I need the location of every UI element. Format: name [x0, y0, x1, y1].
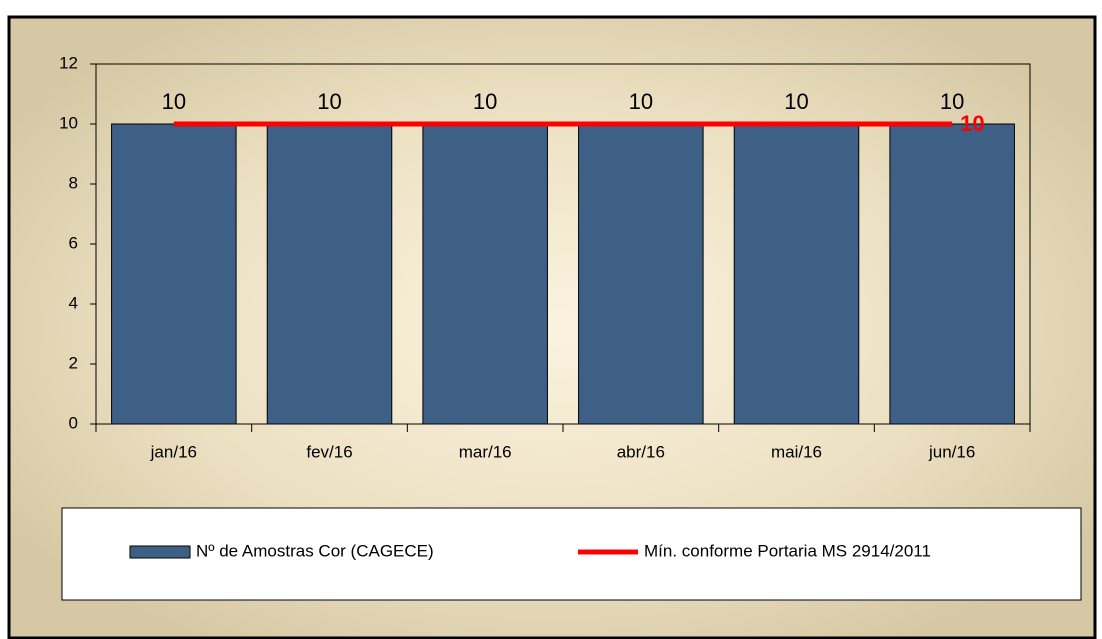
bar-value-label: 10: [473, 89, 497, 114]
y-tick-label: 0: [69, 413, 78, 432]
bar: [266, 123, 393, 425]
line-value-label: 10: [960, 111, 984, 136]
x-tick-label: mar/16: [459, 442, 512, 461]
bar: [733, 123, 860, 425]
legend-label: Nº de Amostras Cor (CAGECE): [196, 541, 434, 560]
x-tick-label: fev/16: [306, 442, 352, 461]
bar-value-label: 10: [317, 89, 341, 114]
y-tick-label: 12: [59, 53, 78, 72]
legend-box: [61, 507, 1082, 601]
x-tick-label: abr/16: [617, 442, 665, 461]
x-tick-label: jun/16: [928, 442, 975, 461]
x-tick-label: mai/16: [771, 442, 822, 461]
y-tick-label: 6: [69, 233, 78, 252]
bar: [889, 123, 1015, 425]
y-tick-label: 4: [69, 293, 78, 312]
bar-value-label: 10: [784, 89, 808, 114]
bar: [578, 123, 704, 425]
x-tick-label: jan/16: [150, 442, 197, 461]
y-tick-label: 8: [69, 173, 78, 192]
bar: [422, 123, 548, 425]
legend-swatch: [129, 545, 191, 559]
bar-value-label: 10: [940, 89, 964, 114]
bar: [111, 123, 237, 425]
bar-value-label: 10: [162, 89, 186, 114]
legend-label: Mín. conforme Portaria MS 2914/2011: [644, 541, 931, 560]
y-tick-label: 2: [69, 353, 78, 372]
y-tick-label: 10: [59, 113, 78, 132]
bar-value-label: 10: [629, 89, 653, 114]
